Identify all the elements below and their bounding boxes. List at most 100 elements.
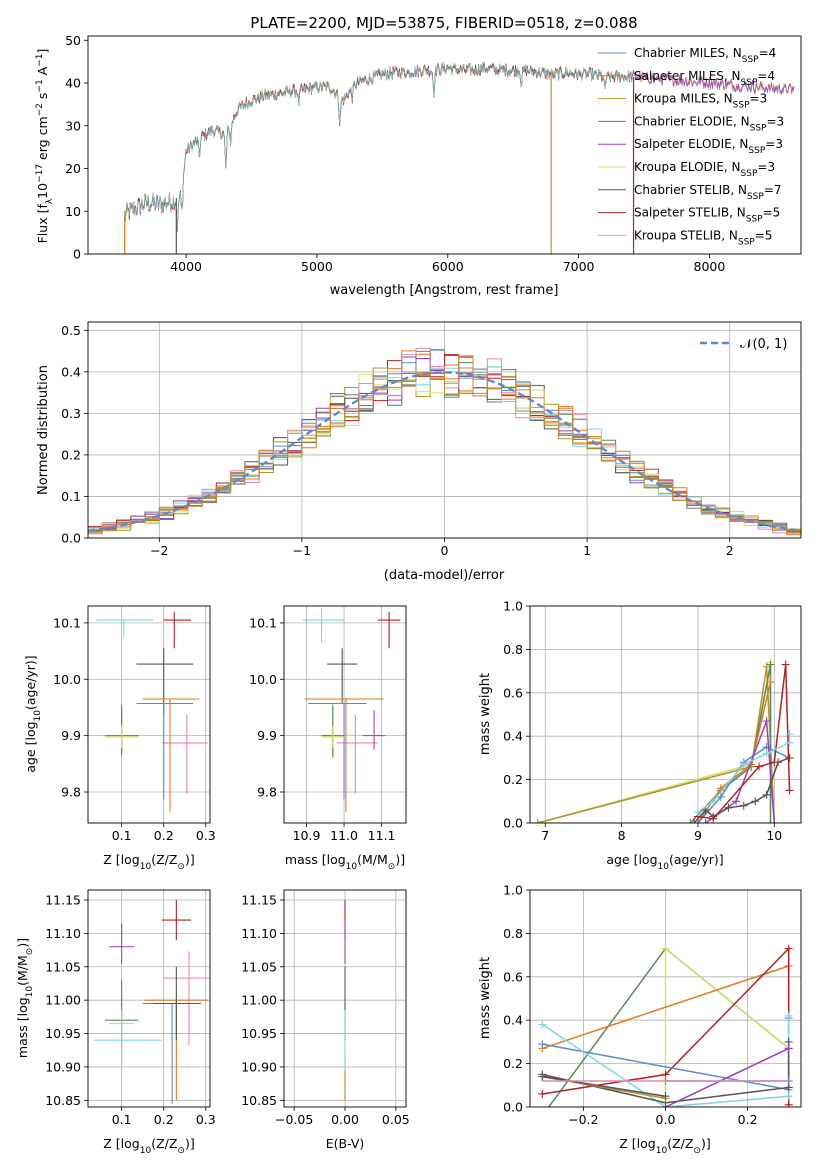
weight-marker-salpeter_elodie	[701, 819, 710, 823]
spectrum-xlabel: wavelength [Angstrom, rest frame]	[330, 283, 559, 298]
ebv-xlabel: E(B-V)	[326, 1136, 365, 1151]
y-tick-label: 10.0	[249, 672, 277, 687]
weight-marker-chabrier_stelib	[538, 1072, 547, 1081]
mass-weight-vs-age-axes: 7 8 9 10 0.0 0.2 0.4 0.6 0.8 1.0	[503, 599, 802, 843]
mass-vs-ebv-plot-area	[284, 890, 406, 1107]
weight-line-salpeter_elodie	[665, 1047, 790, 1107]
x-tick-label: 7000	[563, 259, 595, 274]
residuals-ylabel: Normed distribution	[36, 365, 51, 495]
x-tick-label: 10	[766, 828, 782, 843]
y-tick-label: 0.6	[503, 969, 523, 984]
y-tick-label: 0.0	[503, 1100, 523, 1115]
weight-marker-kroupa_elodie	[661, 944, 670, 953]
mass-vs-z-xlabel: Z [log10(Z/Z⊙)]	[103, 1136, 194, 1156]
x-tick-label: 11.1	[368, 828, 396, 843]
y-tick-label: 0.5	[61, 323, 81, 338]
y-tick-label: 10.1	[53, 615, 81, 630]
age-vs-mass-axes: 10.9 11.0 11.1 9.8 9.9 10.0 10.1	[249, 605, 407, 843]
weight-marker-salpeter_stelib	[538, 1089, 547, 1098]
y-tick-label: 10.85	[241, 1093, 277, 1108]
legend-label-normal: 𝒩(0, 1)	[740, 337, 787, 352]
weight-marker-salpeter_stelib	[784, 944, 793, 953]
x-tick-label: 11.0	[330, 828, 358, 843]
weight-line-salpeter_miles	[542, 965, 789, 1050]
residuals-plot-area	[88, 322, 801, 538]
y-tick-label: 0.8	[503, 926, 523, 941]
x-tick-label: 0.1	[112, 828, 132, 843]
spectrum-line-kroupa_stelib	[124, 61, 632, 229]
y-tick-label: 0.0	[503, 816, 523, 831]
y-tick-label: 0.4	[503, 729, 523, 744]
y-tick-label: 11.05	[45, 959, 81, 974]
x-tick-label: 0	[441, 543, 449, 558]
age-vs-mass-plot-area	[284, 606, 406, 823]
x-tick-label: 0.3	[196, 828, 216, 843]
mass-vs-z-axes: 0.1 0.2 0.3 10.85 10.90 10.95 11.00 11.05 11.10 1…	[45, 889, 216, 1127]
legend-label-salpeter_miles: Salpeter MILES, NSSP=4	[634, 69, 775, 88]
y-tick-label: 0.2	[503, 772, 523, 787]
y-tick-label: 10	[65, 204, 81, 219]
y-tick-label: 10.1	[249, 615, 277, 630]
y-tick-label: 50	[65, 33, 81, 48]
legend-label-chabrier_stelib: Chabrier STELIB, NSSP=7	[634, 183, 782, 202]
weight-marker-salpeter_miles	[766, 677, 775, 686]
weight-marker-kroupa_miles	[533, 819, 542, 823]
y-tick-label: 10.95	[45, 1026, 81, 1041]
weight-marker-salpeter_stelib	[755, 762, 764, 771]
legend-label-salpeter_stelib: Salpeter STELIB, NSSP=5	[634, 206, 780, 225]
weight-marker-kroupa_stelib	[739, 760, 748, 769]
weight-marker-kroupa_stelib	[709, 797, 718, 806]
y-tick-label: 0.6	[503, 685, 523, 700]
age-vs-z-xlabel: Z [log10(Z/Z⊙)]	[103, 852, 194, 872]
legend-label-chabrier_elodie: Chabrier ELODIE, NSSP=3	[634, 114, 784, 133]
weight-line-chabrier_stelib	[542, 1041, 790, 1104]
spectrum-title: PLATE=2200, MJD=53875, FIBERID=0518, z=0…	[250, 14, 637, 32]
x-tick-label: 0.2	[154, 1112, 174, 1127]
axes-frame	[87, 321, 802, 539]
x-tick-label: 4000	[170, 259, 202, 274]
x-tick-label: 0.3	[196, 1112, 216, 1127]
y-tick-label: 11.00	[241, 993, 277, 1008]
axes-frame	[283, 605, 407, 824]
weight-marker-chabrier_stelib	[751, 797, 760, 806]
x-tick-label: 8000	[694, 259, 726, 274]
weight-marker-salpeter_elodie	[732, 797, 741, 806]
weight-marker-chabrier_stelib	[762, 790, 771, 799]
x-tick-label: 2	[726, 543, 734, 558]
y-tick-label: 11.15	[241, 893, 277, 908]
weight-marker-salpeter_stelib	[709, 814, 718, 823]
x-tick-label: 0.00	[331, 1112, 359, 1127]
x-tick-label: 10.9	[293, 828, 321, 843]
y-tick-label: 0.2	[503, 1056, 523, 1071]
weight-marker-salpeter_stelib	[770, 758, 779, 767]
weight-line-salpeter_miles	[697, 681, 772, 823]
y-tick-label: 40	[65, 76, 81, 91]
weight-marker-kroupa_stelib	[785, 730, 794, 739]
mass-weight-vs-z-axes: −0.2 0.0 0.2 0.0 0.2 0.4 0.6 0.8 1.0	[503, 883, 802, 1127]
weight-marker-chabrier_stelib	[661, 1092, 670, 1101]
weight-z-ylabel: mass weight	[478, 957, 493, 1039]
mass-vs-z-plot-area	[88, 890, 210, 1107]
x-tick-label: 0.2	[738, 1112, 758, 1127]
weight-marker-salpeter_stelib	[781, 660, 790, 669]
y-tick-label: 9.8	[61, 785, 81, 800]
x-tick-label: 0.0	[656, 1112, 676, 1127]
weight-marker-salpeter_elodie	[770, 819, 779, 823]
weight-marker-kroupa_stelib	[785, 738, 794, 747]
spectrum-plot-area	[124, 61, 795, 254]
y-tick-label: 1.0	[503, 599, 523, 614]
mass-vs-ebv-axes: −0.05 0.00 0.05 10.85 10.90 10.95 11.00 11.05 11…	[241, 889, 410, 1127]
x-tick-label: 7	[541, 828, 549, 843]
y-tick-label: 0.1	[61, 489, 81, 504]
weight-marker-chabrier_elodie	[686, 819, 695, 823]
normal-curve	[88, 371, 801, 532]
mass-weight-vs-age-xlabel: age [log10(age/yr)]	[606, 852, 723, 872]
legend-label-kroupa_stelib: Kroupa STELIB, NSSP=5	[634, 228, 772, 247]
y-tick-label: 10.90	[241, 1059, 277, 1074]
y-tick-label: 11.10	[45, 926, 81, 941]
y-tick-label: 1.0	[503, 883, 523, 898]
legend-label-chabrier_miles: Chabrier MILES, NSSP=4	[634, 46, 776, 65]
x-tick-label: 1	[583, 543, 591, 558]
weight-marker-chabrier_stelib	[724, 803, 733, 812]
